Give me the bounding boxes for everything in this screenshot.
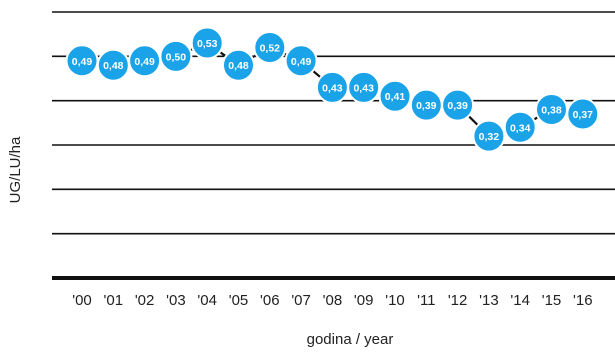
data-points: 0,49 0,48 0,49 0,50 0,53 0,48 0,52 0,49 0,43 0,43… <box>65 26 600 153</box>
data-label: 0,50 <box>166 51 187 63</box>
x-tick-label: '09 <box>354 292 374 309</box>
x-tick-labels: '00 '01 '02 '03 '04 '05 '06 '07 '08 '09 '10 '11 '12 '… <box>72 292 592 309</box>
x-tick-label: '07 <box>291 292 311 309</box>
data-point <box>159 39 193 73</box>
x-tick-label: '03 <box>166 292 186 309</box>
data-point <box>378 79 412 113</box>
data-point <box>503 110 537 144</box>
data-point <box>566 97 600 131</box>
data-label: 0,39 <box>416 100 437 112</box>
data-label: 0,43 <box>322 82 343 94</box>
x-tick-label: '00 <box>72 292 92 309</box>
y-axis-label: UG/LU/ha <box>7 136 24 203</box>
x-tick-label: '12 <box>448 292 468 309</box>
data-label: 0,41 <box>385 91 406 103</box>
data-point <box>472 119 506 153</box>
x-tick-label: '06 <box>260 292 280 309</box>
x-tick-label: '02 <box>135 292 155 309</box>
x-tick-label: '08 <box>323 292 343 309</box>
data-label: 0,48 <box>228 60 249 72</box>
x-tick-label: '04 <box>197 292 217 309</box>
data-label: 0,48 <box>103 60 124 72</box>
x-tick-label: '11 <box>417 292 435 309</box>
data-point <box>347 70 381 104</box>
data-point <box>222 48 255 82</box>
data-label: 0,43 <box>353 82 374 94</box>
data-label: 0,49 <box>72 56 93 68</box>
data-label: 0,53 <box>197 38 218 50</box>
data-label: 0,34 <box>510 122 531 134</box>
data-point <box>190 26 224 60</box>
data-point <box>441 88 475 122</box>
x-tick-label: '15 <box>542 292 562 309</box>
x-axis-label: godina / year <box>307 331 394 348</box>
x-tick-label: '13 <box>479 292 499 309</box>
x-tick-label: '05 <box>229 292 249 309</box>
x-tick-label: '14 <box>510 292 530 309</box>
x-tick-label: '16 <box>573 292 593 309</box>
data-point <box>253 30 287 64</box>
data-point <box>284 44 318 78</box>
x-tick-label: '01 <box>104 292 124 309</box>
data-label: 0,49 <box>291 56 312 68</box>
data-label: 0,38 <box>541 105 562 117</box>
data-label: 0,37 <box>573 109 594 121</box>
data-label: 0,49 <box>134 56 155 68</box>
data-label: 0,52 <box>260 42 281 54</box>
data-label: 0,39 <box>447 100 468 112</box>
x-tick-label: '10 <box>385 292 405 309</box>
data-label: 0,32 <box>479 131 500 143</box>
